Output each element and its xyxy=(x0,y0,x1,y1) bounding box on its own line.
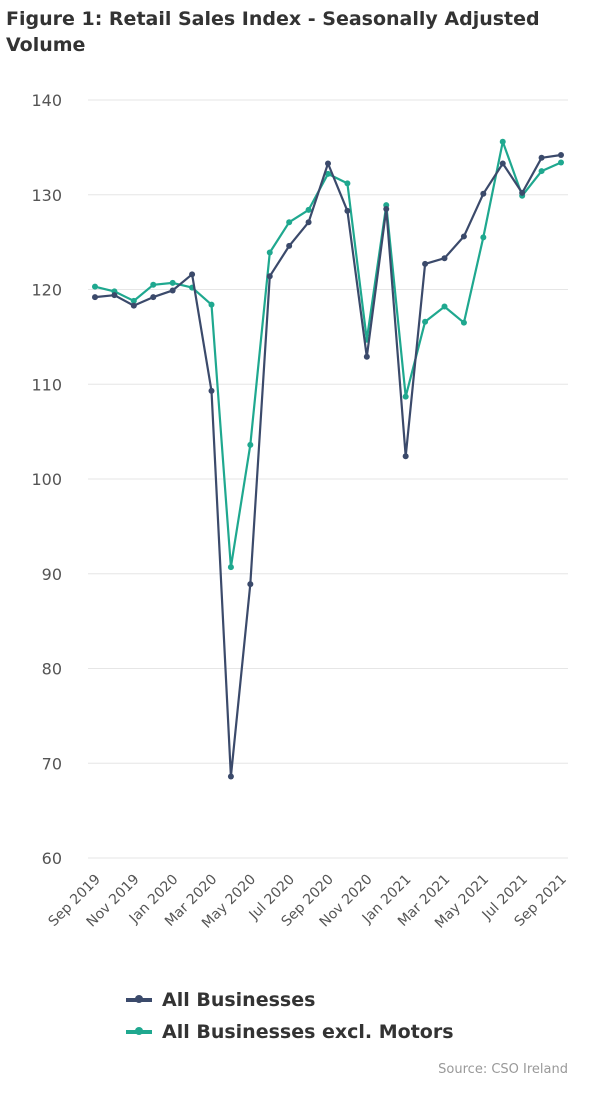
y-tick-label: 110 xyxy=(31,375,62,394)
data-point xyxy=(558,159,564,166)
legend-item-excl-motors[interactable]: All Businesses excl. Motors xyxy=(126,1016,454,1048)
y-tick-label: 130 xyxy=(31,186,62,205)
data-point xyxy=(499,138,506,145)
data-point xyxy=(130,302,137,309)
legend-swatch-excl-motors xyxy=(126,1027,152,1035)
data-point xyxy=(422,318,429,325)
series-line xyxy=(94,140,562,569)
data-point xyxy=(519,189,526,196)
data-point xyxy=(460,233,467,240)
y-tick-label: 90 xyxy=(42,565,62,584)
data-point xyxy=(208,387,215,394)
data-point xyxy=(169,279,176,286)
data-point xyxy=(247,441,254,448)
y-tick-label: 100 xyxy=(31,470,62,489)
data-point xyxy=(480,234,487,241)
source-note: Source: CSO Ireland xyxy=(438,1062,568,1077)
data-point xyxy=(150,281,157,288)
data-point xyxy=(208,301,215,308)
data-point xyxy=(325,170,331,177)
series-1 xyxy=(92,138,564,571)
data-point xyxy=(344,207,351,214)
data-point xyxy=(499,160,506,167)
y-axis-ticks: 60 70 80 90 100 110 120 130 140 xyxy=(31,91,62,868)
series-layer xyxy=(92,138,564,780)
data-point xyxy=(402,393,409,400)
data-point xyxy=(247,581,254,588)
data-point xyxy=(441,303,448,310)
data-point xyxy=(422,260,429,267)
data-point xyxy=(189,271,196,278)
data-point xyxy=(538,168,545,175)
data-point xyxy=(305,219,312,226)
data-point xyxy=(558,151,564,158)
legend-label-all-businesses: All Businesses xyxy=(162,989,316,1011)
data-point xyxy=(363,353,370,360)
data-point xyxy=(402,453,409,460)
y-tick-label: 140 xyxy=(31,91,62,110)
data-point xyxy=(169,287,176,294)
legend-item-all-businesses[interactable]: All Businesses xyxy=(126,984,454,1016)
data-point xyxy=(111,292,118,299)
data-point xyxy=(286,219,293,226)
data-point xyxy=(344,180,351,187)
y-tick-label: 80 xyxy=(42,660,62,679)
legend-label-excl-motors: All Businesses excl. Motors xyxy=(162,1021,454,1043)
data-point xyxy=(460,319,467,326)
data-point xyxy=(266,273,273,280)
data-point xyxy=(227,773,234,780)
data-point xyxy=(305,206,312,213)
data-point xyxy=(130,297,137,304)
data-point xyxy=(383,205,390,212)
series-line xyxy=(94,153,562,778)
data-point xyxy=(480,190,487,197)
legend-swatch-all-businesses xyxy=(126,995,152,1003)
y-tick-label: 120 xyxy=(31,281,62,300)
y-tick-label: 60 xyxy=(42,849,62,868)
data-point xyxy=(286,242,293,249)
series-0 xyxy=(92,151,564,780)
data-point xyxy=(538,154,545,161)
data-point xyxy=(92,283,98,290)
data-point xyxy=(227,564,234,571)
y-tick-label: 70 xyxy=(42,754,62,773)
data-point xyxy=(441,255,448,262)
grid-lines xyxy=(88,99,568,859)
data-point xyxy=(92,294,98,301)
chart-title: Figure 1: Retail Sales Index - Seasonall… xyxy=(6,8,540,56)
data-point xyxy=(150,294,157,301)
legend: All Businesses All Businesses excl. Moto… xyxy=(126,984,454,1048)
data-point xyxy=(325,160,331,167)
data-point xyxy=(266,249,273,256)
